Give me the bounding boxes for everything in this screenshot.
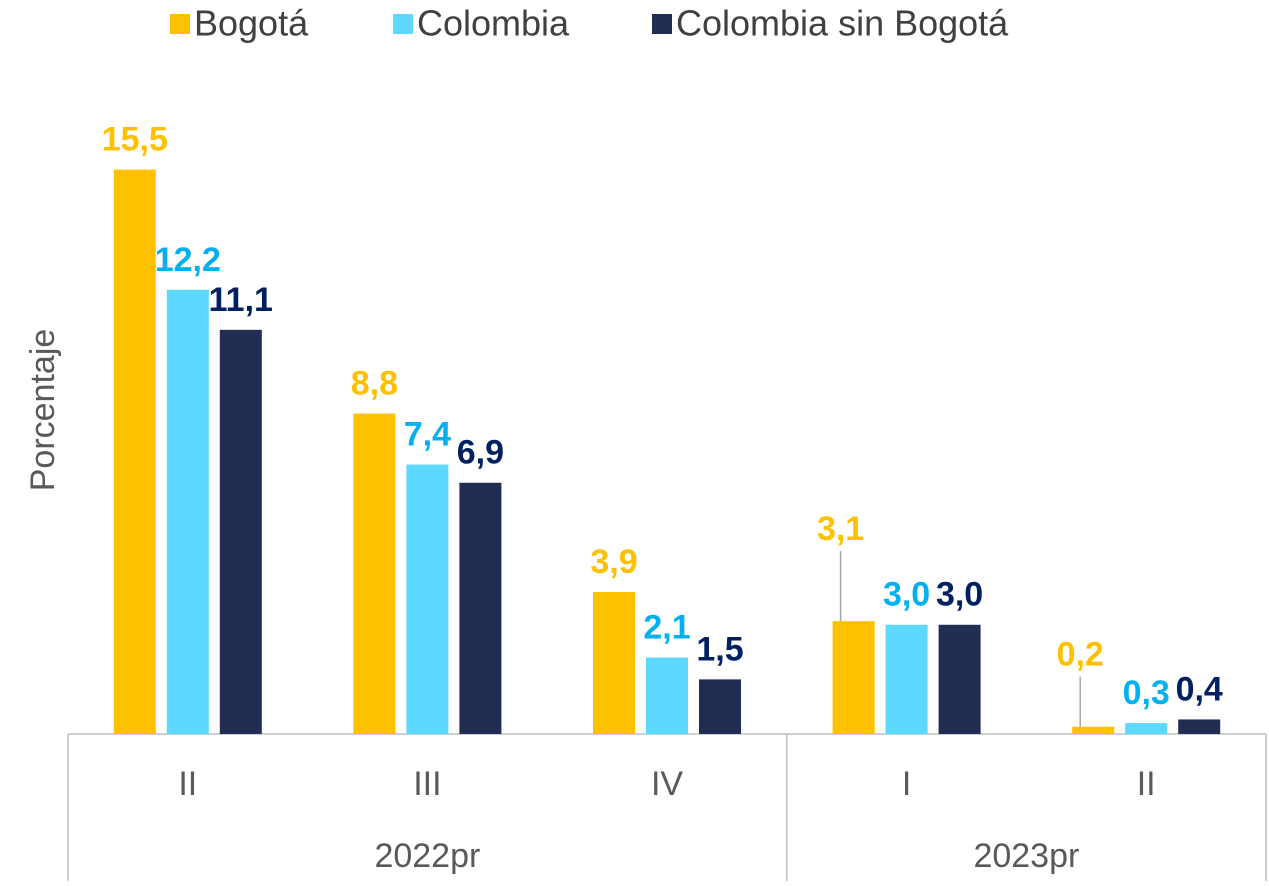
data-label: 0,2 (1057, 636, 1104, 674)
bar (353, 413, 396, 734)
bar (1178, 719, 1221, 734)
data-label: 2,1 (643, 609, 690, 647)
data-label: 3,0 (936, 576, 983, 614)
x-tick-label: II (178, 765, 197, 803)
x-tick-label: II (1137, 765, 1156, 803)
x-tick-label: I (902, 765, 911, 803)
data-label: 11,1 (209, 281, 273, 319)
legend-label: Colombia (417, 3, 570, 44)
bar (646, 657, 688, 734)
bar (1072, 726, 1115, 734)
data-label: 8,8 (351, 365, 398, 403)
x-tick-label: III (413, 765, 441, 803)
data-label: 15,5 (102, 121, 168, 159)
bar (406, 464, 449, 734)
data-label: 7,4 (404, 416, 451, 454)
data-label: 3,0 (883, 576, 930, 614)
bar (699, 679, 741, 734)
data-label: 1,5 (696, 630, 743, 668)
bar (885, 624, 928, 734)
data-label: 12,2 (155, 241, 221, 279)
data-label: 6,9 (457, 434, 504, 472)
legend-swatch (652, 14, 672, 34)
bar (1125, 723, 1168, 734)
bar (938, 624, 981, 734)
legend-label: Bogotá (194, 3, 309, 44)
legend-swatch (170, 14, 190, 34)
group-label: 2023pr (973, 837, 1079, 875)
bar (459, 482, 502, 734)
group-label: 2022pr (374, 837, 480, 875)
legend-label: Colombia sin Bogotá (676, 3, 1009, 44)
bar (832, 621, 875, 734)
data-label: 3,9 (590, 543, 637, 581)
legend-swatch (393, 14, 413, 34)
data-label: 0,3 (1123, 674, 1170, 712)
data-label: 0,4 (1176, 670, 1223, 708)
bar (113, 169, 156, 734)
y-axis-label: Porcentaje (24, 329, 62, 492)
data-label: 3,1 (817, 510, 864, 548)
bar (166, 289, 209, 734)
bar (219, 329, 262, 734)
x-tick-label: IV (651, 765, 683, 803)
bar (593, 591, 635, 734)
